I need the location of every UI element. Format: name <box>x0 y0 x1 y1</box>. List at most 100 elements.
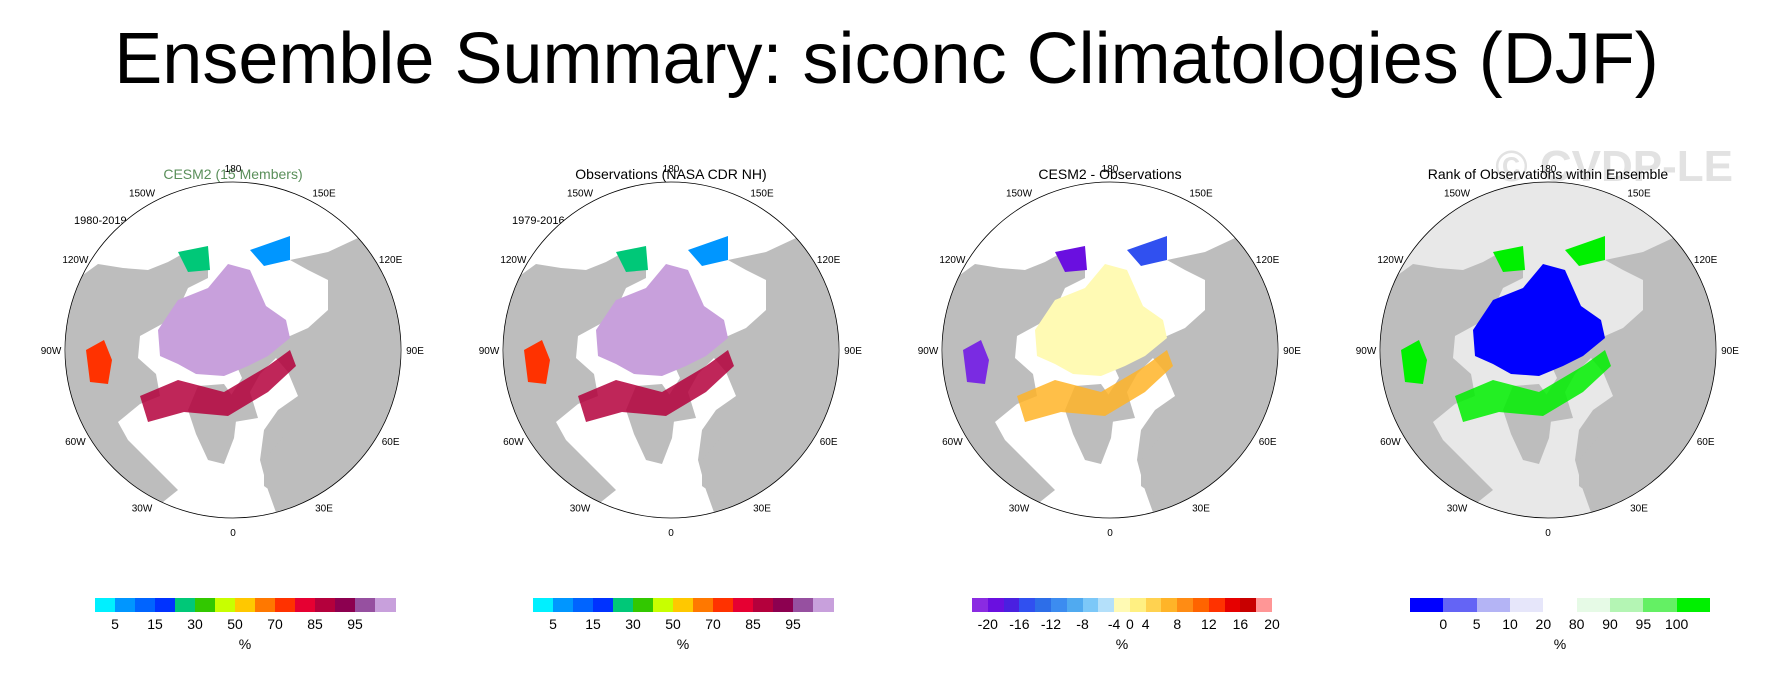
colorbar: 5 15 30 50 70 85 95% <box>533 598 834 652</box>
colorbar-tick-label: 5 <box>111 616 119 632</box>
longitude-label: 180 <box>225 164 242 175</box>
colorbar-tick-label: -8 <box>1076 616 1089 632</box>
colorbar-tick-label: -4 <box>1107 616 1121 632</box>
panel-title: CESM2 (15 Members) <box>163 166 303 182</box>
longitude-label: 120E <box>1694 255 1718 266</box>
ice-edge-band <box>1455 350 1611 422</box>
longitude-label: 120W <box>500 255 527 266</box>
land-mass <box>702 436 740 496</box>
colorbar-swatch <box>275 598 296 612</box>
colorbar-tick-label: 5 <box>1472 616 1481 632</box>
colorbar-swatch <box>1676 598 1711 612</box>
colorbar-swatch <box>813 598 834 612</box>
colorbar: 0 5 10 20 80 90 95 100% <box>1410 598 1711 652</box>
colorbar-units: % <box>1115 636 1129 652</box>
sea-ice-field <box>596 264 728 376</box>
okhotsk-ice <box>1127 236 1167 266</box>
colorbar-tick-label: 95 <box>785 616 801 632</box>
colorbar-swatch <box>1208 598 1226 612</box>
colorbar-swatch <box>1410 598 1444 612</box>
colorbar-swatch <box>573 598 594 612</box>
hudson-bay-ice <box>1401 340 1427 384</box>
longitude-label: 180 <box>663 164 680 175</box>
longitude-label: 60W <box>1380 437 1401 448</box>
longitude-label: 90E <box>1283 346 1301 357</box>
longitude-label: 30E <box>315 504 333 515</box>
colorbar-tick-label: 16 <box>1232 616 1249 632</box>
longitude-label: 150W <box>129 188 156 199</box>
colorbar-swatch <box>155 598 176 612</box>
sea-ice-field <box>158 264 290 376</box>
longitude-label: 60E <box>1259 437 1277 448</box>
colorbar-tick-label: 30 <box>625 616 641 632</box>
colorbar-swatch <box>733 598 754 612</box>
colorbar-swatch <box>693 598 714 612</box>
colorbar-swatch <box>1193 598 1210 612</box>
land-mass <box>1579 436 1617 496</box>
land-mass <box>666 218 838 518</box>
land-mass <box>504 252 646 506</box>
longitude-label: 0 <box>230 528 236 539</box>
colorbar-swatch <box>1576 598 1611 612</box>
colorbar-swatch <box>175 598 196 612</box>
longitude-label: 0 <box>1545 528 1551 539</box>
colorbar-tick-label: 10 <box>1502 616 1518 632</box>
colorbar-tick-label: -16 <box>1009 616 1030 632</box>
colorbar: -20 -16 -12 -8 -4 0 4 8 12 16 20% <box>972 598 1280 652</box>
colorbar-swatch <box>1019 598 1036 612</box>
longitude-label: 30E <box>753 504 771 515</box>
page-title: Ensemble Summary: siconc Climatologies (… <box>114 19 1659 99</box>
longitude-label: 150E <box>750 188 774 199</box>
map-border <box>941 181 1279 519</box>
colorbar-tick-label: 90 <box>1602 616 1618 632</box>
colorbar-tick-label: 50 <box>665 616 681 632</box>
colorbar-swatch <box>987 598 1005 612</box>
colorbar-tick-label: 70 <box>267 616 283 632</box>
colorbar-tick-label: 15 <box>585 616 601 632</box>
land-mass <box>943 252 1085 506</box>
map-panel-difference: CESM2 - Observations 180 150E 120E 90E 60E 30… <box>905 160 1315 660</box>
land-mass <box>66 252 208 506</box>
longitude-label: 120W <box>62 255 89 266</box>
colorbar-swatch <box>653 598 674 612</box>
colorbar-swatch <box>753 598 774 612</box>
colorbar-tick-label: 85 <box>307 616 323 632</box>
colorbar-swatch <box>972 598 989 612</box>
colorbar-swatch <box>1643 598 1678 612</box>
colorbar-swatch <box>1256 598 1273 612</box>
colorbar-tick-label: 30 <box>187 616 203 632</box>
longitude-label: 120E <box>817 255 841 266</box>
colorbar-tick-label: 95 <box>347 616 363 632</box>
colorbar-swatch <box>95 598 116 612</box>
longitude-label: 150E <box>1627 188 1651 199</box>
colorbar-swatch <box>1476 598 1511 612</box>
colorbar-swatch <box>1098 598 1115 612</box>
colorbar-swatch <box>1224 598 1241 612</box>
hudson-bay-ice <box>86 340 112 384</box>
longitude-label: 60W <box>65 437 86 448</box>
longitude-label: 60E <box>1697 437 1715 448</box>
colorbar-tick-label: 15 <box>147 616 163 632</box>
colorbar-swatch <box>633 598 654 612</box>
okhotsk-ice <box>250 236 290 266</box>
colorbar-swatch <box>1082 598 1099 612</box>
longitude-label: 120E <box>1256 255 1280 266</box>
ice-edge-band <box>140 350 296 422</box>
colorbar-tick-label: 4 <box>1141 616 1150 632</box>
land-mass <box>1141 436 1179 496</box>
colorbar-tick-label: 5 <box>549 616 557 632</box>
period-label: 1980-2019 <box>74 215 127 227</box>
colorbar-swatch <box>1543 598 1578 612</box>
colorbar-tick-label: 50 <box>227 616 243 632</box>
longitude-label: 150W <box>567 188 594 199</box>
colorbar-swatch <box>1129 598 1147 612</box>
longitude-label: 90W <box>41 346 62 357</box>
land-mass <box>1381 252 1523 506</box>
colorbar-swatch <box>1443 598 1478 612</box>
panel-title: Rank of Observations within Ensemble <box>1427 166 1669 182</box>
colorbar-tick-label: 20 <box>1535 616 1552 632</box>
longitude-label: 60W <box>942 437 963 448</box>
okhotsk-ice <box>1565 236 1605 266</box>
colorbar-tick-label: 8 <box>1173 616 1182 632</box>
bering-ice <box>1055 246 1087 272</box>
